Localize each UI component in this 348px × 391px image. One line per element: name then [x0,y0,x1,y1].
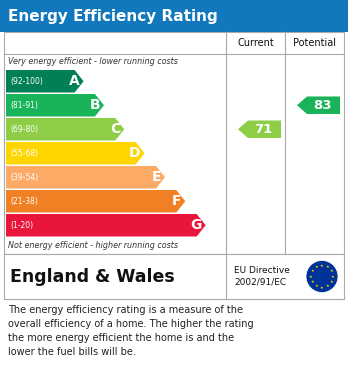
Text: C: C [110,122,120,136]
Polygon shape [6,94,104,117]
Bar [4,254,344,299]
Text: B: B [89,98,100,112]
Text: Not energy efficient - higher running costs: Not energy efficient - higher running co… [8,242,178,251]
Text: England & Wales: England & Wales [10,267,175,285]
Text: 71: 71 [254,123,272,136]
Text: ★: ★ [315,265,318,269]
Polygon shape [238,120,281,138]
Text: Current: Current [237,38,274,48]
Text: F: F [172,194,181,208]
Text: D: D [129,146,141,160]
Text: ★: ★ [309,274,313,278]
Bar [4,32,344,254]
Text: 83: 83 [313,99,332,112]
Polygon shape [6,118,124,140]
Text: (39-54): (39-54) [10,173,38,182]
Bar [0,0,348,32]
Text: (21-38): (21-38) [10,197,38,206]
Polygon shape [6,166,165,188]
Text: ★: ★ [330,269,333,273]
Polygon shape [6,190,185,212]
Text: ★: ★ [330,280,333,284]
Text: ★: ★ [320,285,324,289]
Polygon shape [6,214,206,237]
Text: The energy efficiency rating is a measure of the
overall efficiency of a home. T: The energy efficiency rating is a measur… [8,305,254,357]
Text: ★: ★ [311,269,314,273]
Text: ★: ★ [311,280,314,284]
Text: ★: ★ [331,274,335,278]
Text: (55-68): (55-68) [10,149,38,158]
Text: ★: ★ [315,284,318,288]
Polygon shape [297,97,340,114]
Text: (1-20): (1-20) [10,221,33,230]
Text: (69-80): (69-80) [10,125,38,134]
Text: (81-91): (81-91) [10,101,38,110]
Text: Potential: Potential [293,38,336,48]
Text: ★: ★ [326,265,329,269]
Text: G: G [190,218,201,232]
Polygon shape [6,142,145,165]
Text: Energy Efficiency Rating: Energy Efficiency Rating [8,9,218,23]
Text: (92-100): (92-100) [10,77,43,86]
Text: A: A [69,74,80,88]
Text: ★: ★ [320,264,324,267]
Text: Very energy efficient - lower running costs: Very energy efficient - lower running co… [8,57,178,66]
Circle shape [306,260,338,292]
Polygon shape [6,70,84,93]
Text: EU Directive
2002/91/EC: EU Directive 2002/91/EC [234,266,290,287]
Text: ★: ★ [326,284,329,288]
Text: E: E [151,170,161,184]
